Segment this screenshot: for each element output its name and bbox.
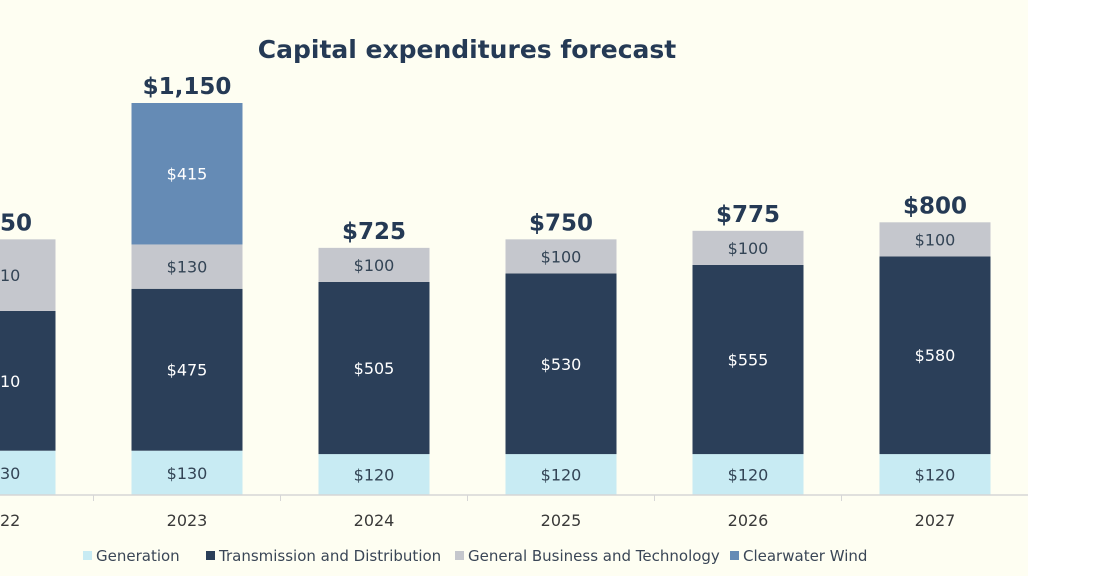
legend-item-clearwater-wind: Clearwater Wind: [730, 547, 867, 565]
legend-label: Transmission and Distribution: [218, 547, 441, 565]
x-tick-label-2024: 2024: [354, 511, 395, 530]
bar-2024-transmission-and-distribution: [318, 281, 430, 455]
bar-2025-general-business-and-technology: [505, 239, 617, 274]
data-label-2023-general-business-and-technology: $130: [167, 258, 208, 277]
total-label-2023: $1,150: [143, 74, 232, 100]
bar-stack-2024: $120 $505 $100: [318, 247, 430, 495]
bar-2023-clearwater-wind: [131, 103, 243, 245]
total-label-2022: $750: [0, 210, 32, 236]
bar-stack-2027: $120 $580 $100: [879, 222, 991, 495]
bar-stack-2025: $120 $530 $100: [505, 239, 617, 495]
bar-2022-general-business-and-technology: [0, 239, 56, 311]
x-axis-ticks: 2022 2023 2024 2025 2026 2027: [0, 495, 955, 530]
total-label-2025: $750: [529, 210, 593, 236]
legend-label: Clearwater Wind: [743, 547, 867, 565]
data-label-2025-transmission-and-distribution: $530: [541, 355, 582, 374]
x-tick-label-2023: 2023: [167, 511, 208, 530]
legend-label: General Business and Technology: [468, 547, 720, 565]
bar-2022-transmission-and-distribution: [0, 310, 56, 451]
bar-2026-general-business-and-technology: [692, 230, 804, 265]
bar-2023-transmission-and-distribution: [131, 288, 243, 451]
legend-item-generation: Generation: [83, 547, 180, 565]
data-label-2023-transmission-and-distribution: $475: [167, 361, 208, 380]
data-label-2022-transmission-and-distribution: $410: [0, 372, 20, 391]
data-label-2023-clearwater-wind: $415: [167, 165, 208, 184]
data-label-2027-generation: $120: [915, 466, 956, 485]
bar-2026-generation: [692, 454, 804, 495]
bar-2025-generation: [505, 454, 617, 495]
bar-2023-generation: [131, 450, 243, 495]
legend-swatch: [206, 551, 215, 560]
data-label-2024-generation: $120: [354, 466, 395, 485]
data-label-2027-general-business-and-technology: $100: [915, 230, 956, 249]
x-tick-label-2022: 2022: [0, 511, 20, 530]
data-label-2025-generation: $120: [541, 466, 582, 485]
data-label-2022-generation: $130: [0, 464, 20, 483]
bar-2022-generation: [0, 450, 56, 495]
bar-2027-generation: [879, 454, 991, 495]
bar-stack-2022: $130 $410 $210: [0, 239, 56, 495]
data-label-2025-general-business-and-technology: $100: [541, 247, 582, 266]
x-tick-label-2026: 2026: [728, 511, 769, 530]
totals-layer: $750 $1,150 $725 $750 $775 $800: [0, 74, 967, 245]
data-label-2024-general-business-and-technology: $100: [354, 256, 395, 275]
legend-swatch: [730, 551, 739, 560]
data-label-2026-transmission-and-distribution: $555: [728, 351, 769, 370]
data-label-2026-generation: $120: [728, 466, 769, 485]
bar-2024-generation: [318, 454, 430, 495]
data-label-2022-general-business-and-technology: $210: [0, 266, 20, 285]
legend: Generation Transmission and Distribution G…: [83, 547, 867, 565]
legend-swatch: [83, 551, 92, 560]
bar-stack-2023: $130 $475 $130 $415: [131, 103, 243, 495]
bar-2025-transmission-and-distribution: [505, 273, 617, 455]
bar-2024-general-business-and-technology: [318, 247, 430, 282]
bar-2027-general-business-and-technology: [879, 222, 991, 257]
data-label-2026-general-business-and-technology: $100: [728, 239, 769, 258]
data-label-2027-transmission-and-distribution: $580: [915, 346, 956, 365]
x-tick-label-2025: 2025: [541, 511, 582, 530]
legend-swatch: [455, 551, 464, 560]
x-tick-label-2027: 2027: [915, 511, 956, 530]
data-label-2023-generation: $130: [167, 464, 208, 483]
total-label-2027: $800: [903, 193, 967, 219]
bar-2023-general-business-and-technology: [131, 244, 243, 289]
bar-2027-transmission-and-distribution: [879, 256, 991, 455]
total-label-2024: $725: [342, 219, 406, 245]
bar-stack-2026: $120 $555 $100: [692, 230, 804, 495]
legend-label: Generation: [96, 547, 180, 565]
bars-layer: $130 $410 $210 $130 $475 $130 $415 $120 $505 $100…: [0, 103, 991, 495]
chart-title: Capital expenditures forecast: [258, 35, 676, 64]
bar-2026-transmission-and-distribution: [692, 264, 804, 455]
total-label-2026: $775: [716, 202, 780, 228]
data-label-2024-transmission-and-distribution: $505: [354, 359, 395, 378]
legend-item-general-business-and-technology: General Business and Technology: [455, 547, 720, 565]
legend-item-transmission-and-distribution: Transmission and Distribution: [206, 547, 441, 565]
